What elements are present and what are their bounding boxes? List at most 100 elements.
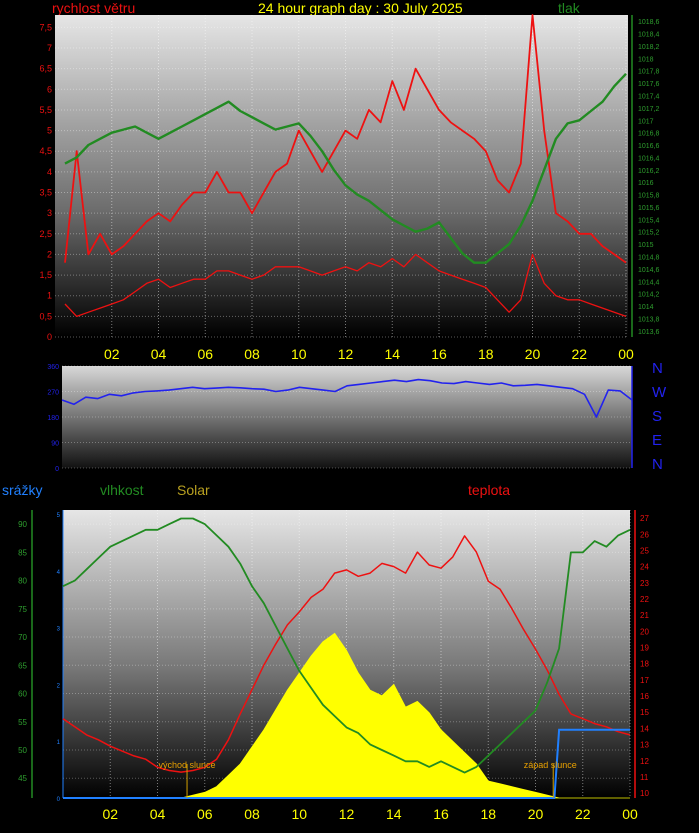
temp-x-tick-06: 06 — [197, 806, 213, 822]
series-pressure — [64, 72, 627, 264]
wind-x-tick-20: 20 — [525, 346, 541, 362]
series-wind_avg — [64, 253, 627, 318]
rain-y-tick-0: 0 — [57, 797, 61, 803]
temp-y-tick-21: 21 — [640, 611, 649, 620]
wind-y-tick-2: 2 — [47, 249, 52, 259]
wind-y-tick-3: 3 — [47, 208, 52, 218]
pressure-y-tick-1016,8: 1016,8 — [638, 131, 660, 138]
compass-label-n1: N — [652, 360, 663, 377]
temp-x-tick-18: 18 — [480, 806, 496, 822]
wind-y-tick-0,5: 0,5 — [39, 311, 52, 321]
wind-y-tick-7: 7 — [47, 43, 52, 53]
direction-plot-area — [62, 366, 632, 468]
pressure-y-tick-1016,2: 1016,2 — [638, 168, 660, 175]
wind-pressure-plot-area — [55, 15, 628, 337]
temp-x-tick-14: 14 — [386, 806, 402, 822]
dir-y-tick-270: 270 — [47, 390, 59, 397]
temp-y-tick-19: 19 — [640, 644, 649, 653]
series-rain — [63, 728, 630, 799]
wind-y-tick-4,5: 4,5 — [39, 146, 52, 156]
pressure-y-tick-1017: 1017 — [638, 118, 654, 125]
series-direction — [61, 378, 633, 418]
wind-x-tick-00: 00 — [618, 346, 634, 362]
hum-y-tick-65: 65 — [18, 661, 27, 670]
wind-x-tick-14: 14 — [384, 346, 400, 362]
wind-y-tick-0: 0 — [47, 332, 52, 342]
pressure-y-tick-1017,6: 1017,6 — [638, 81, 660, 88]
pressure-y-tick-1013,6: 1013,6 — [638, 329, 660, 336]
temp-x-tick-12: 12 — [339, 806, 355, 822]
wind-x-tick-18: 18 — [478, 346, 494, 362]
rain-y-tick-1: 1 — [57, 740, 61, 746]
wind-y-tick-2,5: 2,5 — [39, 229, 52, 239]
hum-y-tick-85: 85 — [18, 548, 27, 557]
wind-y-tick-7,5: 7,5 — [39, 22, 52, 32]
wind-speed-label: rychlost větru — [52, 0, 136, 16]
hum-y-tick-70: 70 — [18, 633, 27, 642]
temp-x-tick-02: 02 — [102, 806, 118, 822]
temp-y-tick-12: 12 — [640, 757, 649, 766]
wind-y-tick-1: 1 — [47, 291, 52, 301]
hum-y-tick-50: 50 — [18, 746, 27, 755]
rain-y-tick-3: 3 — [57, 627, 61, 633]
wind-y-tick-5,5: 5,5 — [39, 105, 52, 115]
temp-y-tick-25: 25 — [640, 546, 649, 555]
pressure-y-tick-1017,4: 1017,4 — [638, 94, 660, 101]
hum-y-tick-55: 55 — [18, 718, 27, 727]
pressure-y-tick-1016: 1016 — [638, 180, 654, 187]
series-temperature — [62, 535, 631, 773]
temp-y-tick-24: 24 — [640, 563, 649, 572]
pressure-y-tick-1014,4: 1014,4 — [638, 279, 660, 286]
humidity-label: vlhkost — [100, 482, 144, 498]
compass-label-n2: N — [652, 456, 663, 473]
dir-y-tick-90: 90 — [51, 441, 59, 448]
wind-x-tick-12: 12 — [338, 346, 354, 362]
wind-x-tick-10: 10 — [291, 346, 307, 362]
temp-x-tick-22: 22 — [575, 806, 591, 822]
temp-x-tick-20: 20 — [528, 806, 544, 822]
pressure-y-tick-1014,2: 1014,2 — [638, 292, 660, 299]
temp-y-tick-16: 16 — [640, 692, 649, 701]
wind-y-tick-6: 6 — [47, 84, 52, 94]
dir-y-tick-360: 360 — [47, 364, 59, 371]
wind-y-tick-4: 4 — [47, 167, 52, 177]
dir-y-tick-0: 0 — [55, 466, 59, 473]
temp-x-tick-00: 00 — [622, 806, 638, 822]
temp-x-tick-04: 04 — [150, 806, 166, 822]
hum-y-tick-75: 75 — [18, 605, 27, 614]
temp-x-tick-16: 16 — [433, 806, 449, 822]
series-humidity — [62, 517, 631, 774]
wind-x-tick-02: 02 — [104, 346, 120, 362]
temp-y-tick-22: 22 — [640, 595, 649, 604]
dir-y-tick-180: 180 — [47, 415, 59, 422]
rain-label: srážky — [2, 482, 43, 498]
temp-y-tick-20: 20 — [640, 627, 649, 636]
wind-x-tick-04: 04 — [151, 346, 167, 362]
pressure-y-tick-1015: 1015 — [638, 242, 654, 249]
temp-x-tick-10: 10 — [291, 806, 307, 822]
temp-y-tick-17: 17 — [640, 676, 649, 685]
pressure-y-tick-1014,8: 1014,8 — [638, 255, 660, 262]
temp-y-tick-10: 10 — [640, 789, 649, 798]
wind-x-tick-16: 16 — [431, 346, 447, 362]
wind-y-tick-6,5: 6,5 — [39, 64, 52, 74]
sunset-label: západ slunce — [524, 760, 577, 770]
hum-y-tick-90: 90 — [18, 520, 27, 529]
pressure-y-tick-1014,6: 1014,6 — [638, 267, 660, 274]
hum-y-tick-80: 80 — [18, 577, 27, 586]
pressure-y-tick-1015,2: 1015,2 — [638, 230, 660, 237]
temp-y-tick-13: 13 — [640, 741, 649, 750]
hum-y-tick-60: 60 — [18, 690, 27, 699]
pressure-y-tick-1018: 1018 — [638, 56, 654, 63]
pressure-y-tick-1016,6: 1016,6 — [638, 143, 660, 150]
compass-label-w: W — [652, 384, 667, 401]
pressure-y-tick-1018,2: 1018,2 — [638, 44, 660, 51]
pressure-y-tick-1017,2: 1017,2 — [638, 106, 660, 113]
wind-x-tick-08: 08 — [244, 346, 260, 362]
series-wind_max — [64, 14, 627, 264]
pressure-y-tick-1018,6: 1018,6 — [638, 19, 660, 26]
wind-y-tick-5: 5 — [47, 126, 52, 136]
sunrise-label: východ slunce — [159, 760, 216, 770]
temp-y-tick-27: 27 — [640, 514, 649, 523]
pressure-y-tick-1016,4: 1016,4 — [638, 155, 660, 162]
